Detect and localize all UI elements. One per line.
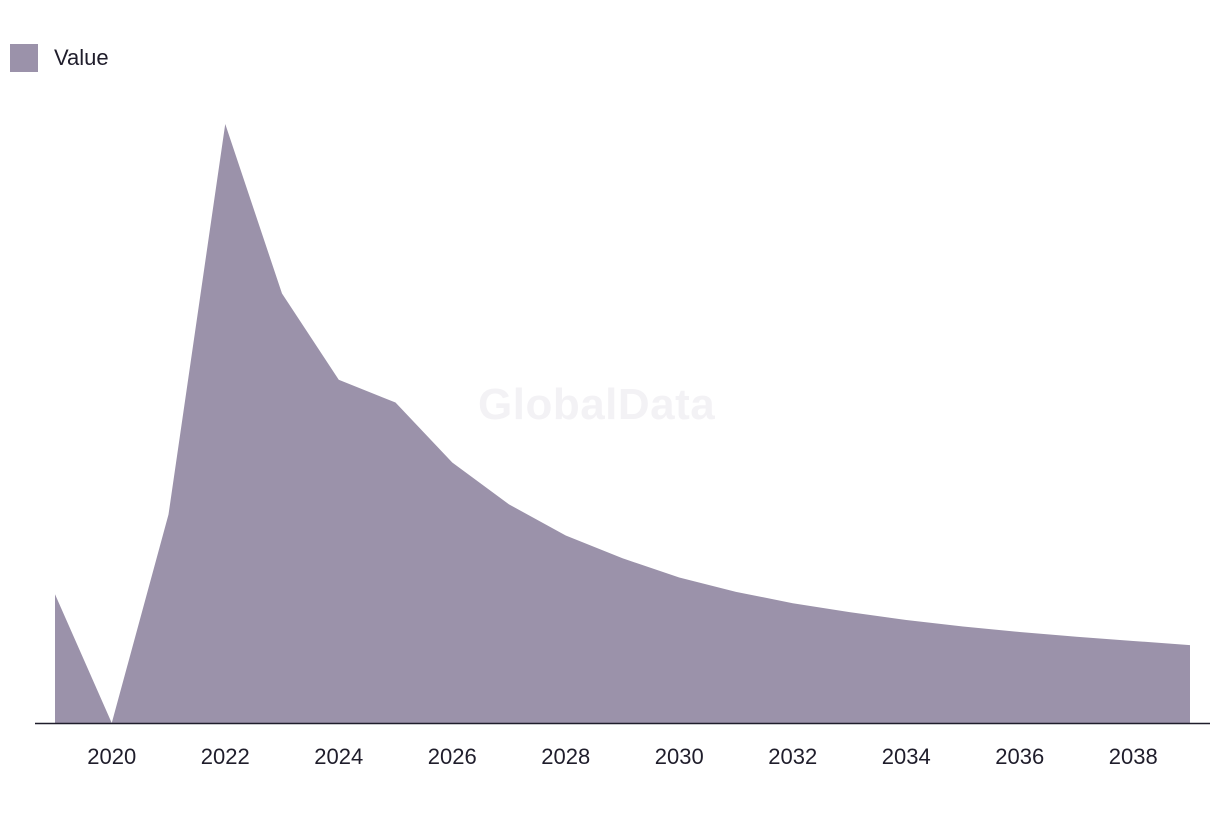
x-tick-label: 2036 [995,744,1044,769]
legend-swatch [10,44,38,72]
x-tick-label: 2028 [541,744,590,769]
x-tick-label: 2034 [882,744,931,769]
x-tick-label: 2030 [655,744,704,769]
legend-label: Value [54,45,109,70]
x-tick-label: 2026 [428,744,477,769]
x-tick-label: 2020 [87,744,136,769]
x-tick-label: 2022 [201,744,250,769]
watermark: GlobalData [478,380,716,429]
x-tick-label: 2038 [1109,744,1158,769]
x-tick-label: 2024 [314,744,363,769]
x-tick-label: 2032 [768,744,817,769]
legend: Value [10,44,109,72]
x-axis-ticks: 2020 2022 2024 2026 2028 2030 2032 2034 2036 2038 [87,744,1157,769]
series-value-area [55,124,1190,723]
